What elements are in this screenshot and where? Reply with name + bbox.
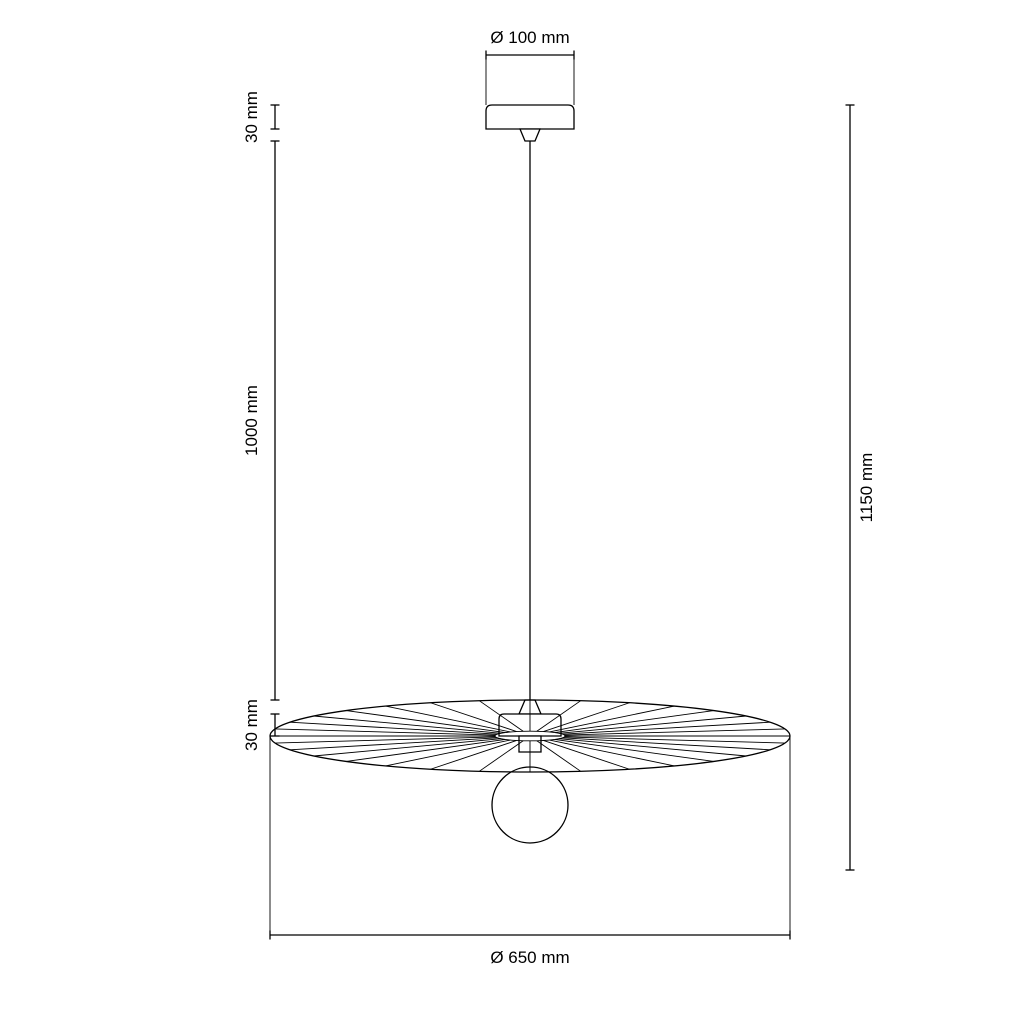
label-canopy-height: 30 mm [242, 91, 261, 143]
label-canopy-diameter: Ø 100 mm [490, 28, 569, 47]
label-shade-height: 30 mm [242, 699, 261, 751]
label-cord-length: 1000 mm [242, 385, 261, 456]
label-total-drop: 1150 mm [857, 453, 876, 523]
dimension-drawing: Ø 100 mm 30 mm 1000 mm 30 mm 1150 mm Ø 650 mm [0, 0, 1024, 1024]
label-shade-diameter: Ø 650 mm [490, 948, 569, 967]
